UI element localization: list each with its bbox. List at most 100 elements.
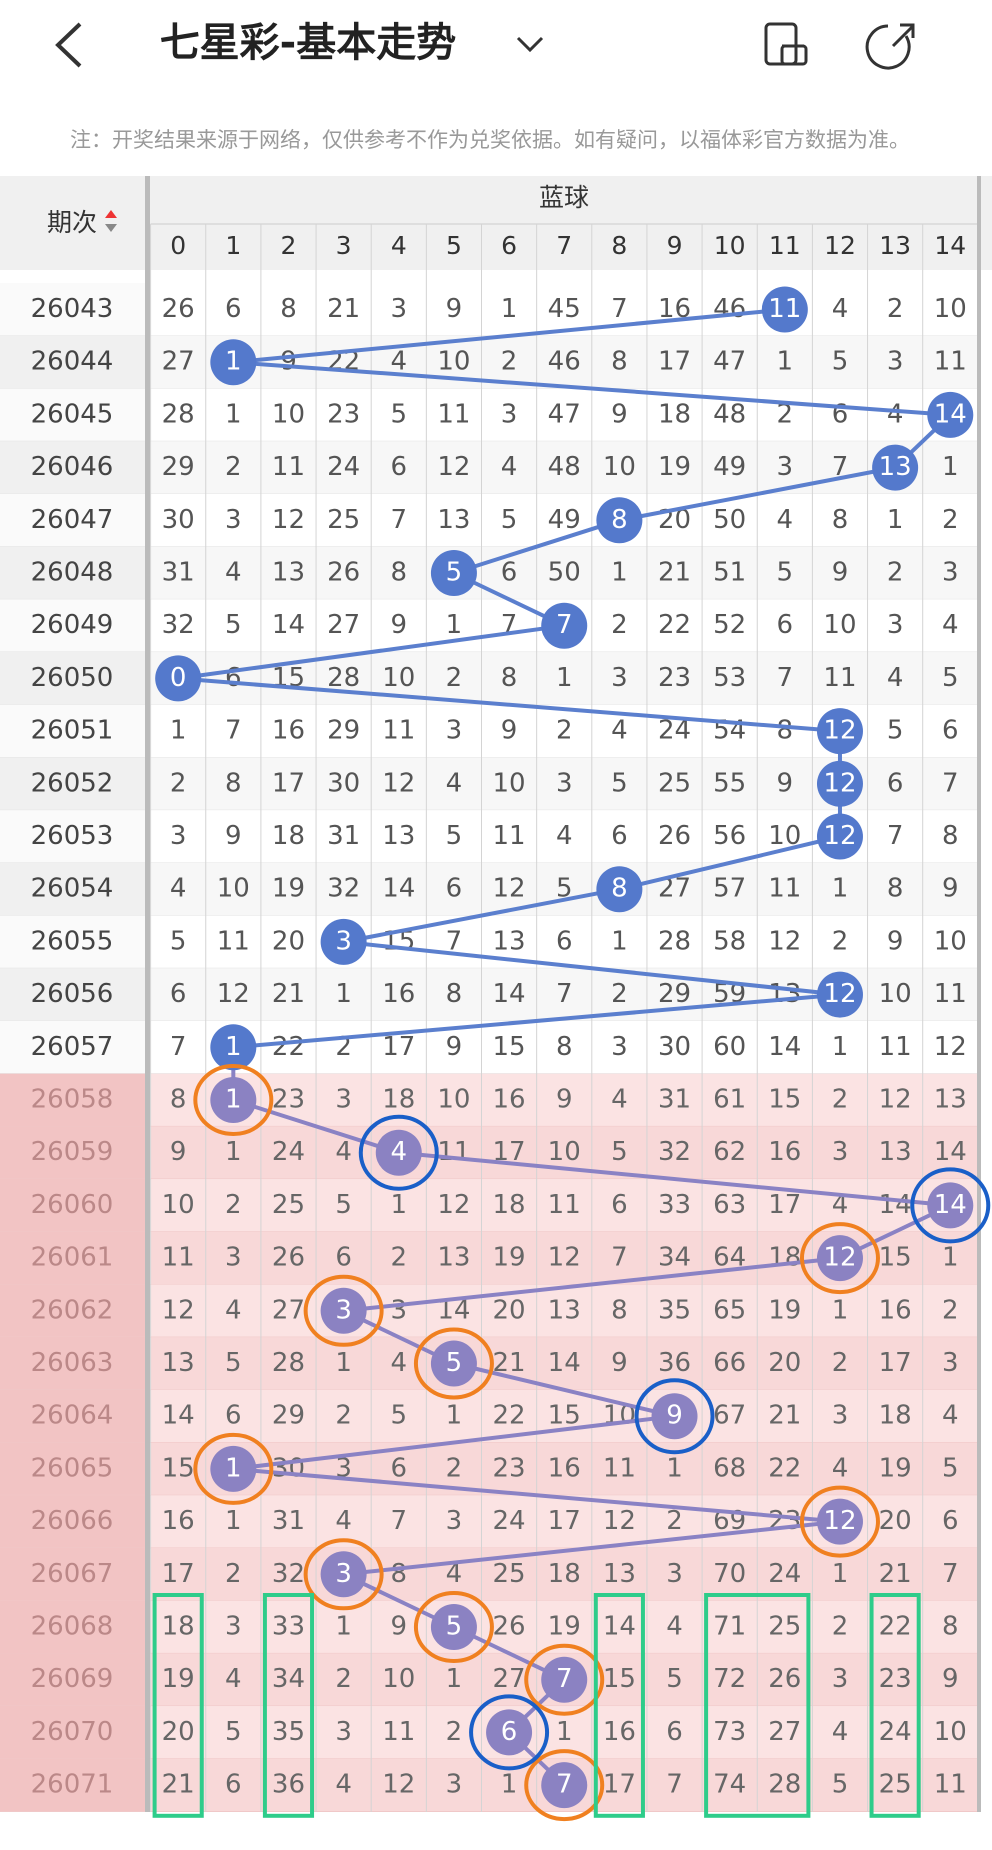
cell: 1: [335, 1348, 352, 1378]
cell: 7: [225, 716, 242, 746]
cell: 14: [603, 1612, 636, 1642]
ball-number: 12: [823, 979, 856, 1009]
cell: 2: [335, 1664, 352, 1694]
ball: [320, 1287, 367, 1334]
period-bg: [0, 1495, 145, 1548]
divider: [145, 176, 150, 1812]
cell: 7: [887, 821, 904, 851]
cell: 3: [556, 768, 573, 798]
period-header[interactable]: 期次: [47, 208, 97, 237]
cell: 1: [556, 663, 573, 693]
sort-up[interactable]: [105, 210, 117, 218]
device-icon[interactable]: [764, 22, 808, 66]
period-bg: [0, 1020, 145, 1074]
cell: 5: [170, 926, 187, 956]
cell: 26: [327, 558, 360, 588]
back-button[interactable]: [55, 22, 82, 68]
cell: 9: [942, 1664, 959, 1694]
ball: [430, 550, 477, 596]
cell: 21: [879, 1559, 912, 1589]
cell: 11: [879, 1032, 912, 1062]
dropdown[interactable]: [516, 36, 544, 53]
period-bg: [0, 1126, 145, 1180]
cell: 3: [832, 1137, 849, 1167]
ball-number: 12: [823, 768, 856, 798]
share-icon[interactable]: [865, 23, 915, 70]
cell: 1: [225, 1506, 242, 1536]
cell: 30: [658, 1032, 691, 1062]
cell: 21: [768, 1401, 801, 1431]
ball-number: 6: [501, 1717, 518, 1747]
cell: 7: [942, 768, 959, 798]
row-bg: [150, 388, 978, 442]
cell: 12: [548, 1243, 581, 1273]
period-bg: [0, 283, 145, 336]
cell: 12: [603, 1506, 636, 1536]
cell: 2: [942, 1295, 959, 1325]
cell: 55: [713, 768, 746, 798]
cell: 56: [713, 821, 746, 851]
ball-number: 13: [879, 452, 912, 482]
period-bg: [0, 968, 145, 1021]
cell: 4: [391, 347, 408, 377]
cell: 19: [879, 1453, 912, 1483]
cell: 4: [887, 399, 904, 429]
period: 26044: [31, 347, 114, 377]
pre-row: [0, 270, 992, 283]
period-bg: [0, 1389, 145, 1443]
row-bg: [150, 546, 978, 600]
cell: 2: [611, 979, 628, 1009]
cell: 12: [879, 1085, 912, 1115]
period: 26045: [31, 399, 114, 429]
grid: [0, 176, 992, 1812]
cell: 3: [391, 294, 408, 324]
cell: 16: [603, 1717, 636, 1747]
cell: 32: [327, 874, 360, 904]
cell: 2: [446, 1717, 463, 1747]
trend-line: [343, 887, 620, 944]
period: 26061: [31, 1243, 114, 1273]
cell: 3: [446, 1506, 463, 1536]
cell: 18: [382, 1085, 415, 1115]
ball: [320, 1551, 367, 1598]
period: 26071: [31, 1770, 114, 1800]
ball-number: 5: [446, 1348, 463, 1378]
trend-line: [398, 1150, 951, 1208]
cell: 27: [327, 610, 360, 640]
cell: 1: [225, 399, 242, 429]
sort-down[interactable]: [105, 224, 117, 232]
row-bg: [150, 283, 978, 336]
cell: 16: [382, 979, 415, 1009]
cell: 9: [446, 294, 463, 324]
cell: 1: [942, 1243, 959, 1273]
ball-number: 12: [823, 716, 856, 746]
ball-number: 12: [823, 1243, 856, 1273]
cell: 13: [493, 926, 526, 956]
cell: 31: [162, 558, 195, 588]
cell: 14: [879, 1190, 912, 1220]
period: 26056: [31, 979, 114, 1009]
cell: 20: [493, 1295, 526, 1325]
ball: [541, 602, 588, 649]
cell: 57: [713, 874, 746, 904]
cell: 13: [162, 1348, 195, 1378]
period-bg: [0, 915, 145, 969]
column-header: 9: [667, 231, 683, 260]
cell: 5: [556, 874, 573, 904]
cell: 10: [934, 294, 967, 324]
green-mark: [869, 1593, 921, 1818]
cell: 2: [501, 347, 518, 377]
row-bg: [150, 335, 978, 389]
row-bg: [150, 652, 978, 705]
cell: 19: [162, 1664, 195, 1694]
period-bg: [0, 862, 145, 916]
ball: [375, 1129, 422, 1176]
ball: [210, 1445, 257, 1492]
cell: 22: [272, 1032, 305, 1062]
period-bg: [0, 1073, 145, 1127]
cell: 6: [501, 558, 518, 588]
period: 26064: [31, 1401, 114, 1431]
cell: 14: [934, 1137, 967, 1167]
cell: 5: [225, 1717, 242, 1747]
cell: 24: [272, 1137, 305, 1167]
